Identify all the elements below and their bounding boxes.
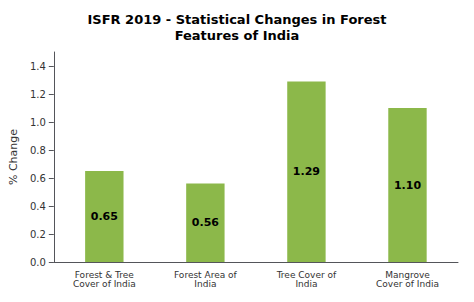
svg-text:1.2: 1.2 [30,89,46,100]
svg-text:1.4: 1.4 [30,61,46,72]
svg-text:India: India [295,279,317,289]
svg-text:1.0: 1.0 [30,117,46,128]
svg-text:0.65: 0.65 [91,210,118,223]
svg-text:0.4: 0.4 [30,201,46,212]
svg-text:1.29: 1.29 [293,165,320,178]
svg-text:0.2: 0.2 [30,229,46,240]
svg-text:Tree Cover of: Tree Cover of [276,269,337,280]
svg-text:Features of India: Features of India [175,28,300,43]
svg-text:0.8: 0.8 [30,145,46,156]
svg-text:% Change: % Change [7,129,20,185]
svg-text:India: India [194,279,216,289]
svg-text:Forest & Tree: Forest & Tree [74,269,134,280]
svg-text:0.6: 0.6 [30,173,46,184]
svg-text:1.10: 1.10 [394,179,421,192]
svg-text:Mangrove: Mangrove [385,269,430,280]
svg-text:Forest Area of: Forest Area of [174,269,237,280]
svg-text:0.56: 0.56 [192,216,219,229]
svg-text:Cover of India: Cover of India [376,279,439,289]
svg-text:Cover of India: Cover of India [73,279,136,289]
svg-text:0.0: 0.0 [30,257,46,268]
svg-text:ISFR 2019 - Statistical Change: ISFR 2019 - Statistical Changes in Fores… [87,12,386,27]
